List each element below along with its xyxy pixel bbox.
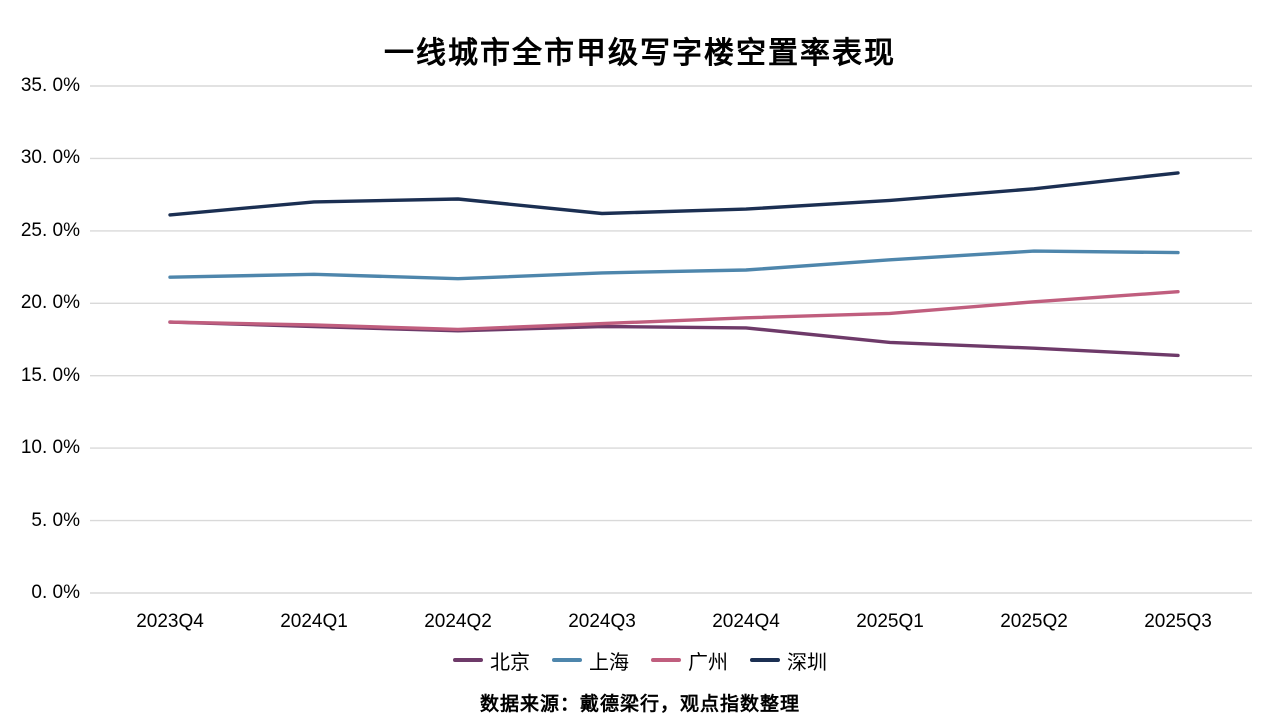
y-tick-label: 5. 0% bbox=[31, 509, 80, 531]
x-tick-label: 2025Q1 bbox=[856, 611, 924, 632]
legend-item-上海: 上海 bbox=[552, 646, 629, 675]
y-tick-label: 0. 0% bbox=[31, 582, 80, 603]
y-tick-label: 20. 0% bbox=[20, 292, 80, 314]
legend-label: 深圳 bbox=[787, 651, 827, 674]
legend: 北京 上海 广州 深圳 bbox=[0, 646, 1280, 674]
legend-swatch-icon bbox=[750, 658, 780, 662]
x-tick-label: 2025Q2 bbox=[1000, 611, 1068, 632]
source-note: 数据来源：戴德梁行，观点指数整理 bbox=[479, 694, 800, 715]
legend-swatch-icon bbox=[453, 658, 483, 662]
legend-item-北京: 北京 bbox=[453, 646, 530, 675]
x-tick-label: 2024Q3 bbox=[568, 611, 636, 632]
legend-swatch-icon bbox=[552, 658, 582, 662]
x-tick-label: 2024Q2 bbox=[424, 611, 492, 632]
legend-label: 上海 bbox=[589, 651, 629, 674]
y-tick-label: 25. 0% bbox=[20, 219, 80, 241]
series-line-1 bbox=[168, 249, 1180, 281]
legend-label: 北京 bbox=[490, 651, 530, 674]
x-tick-label: 2025Q3 bbox=[1144, 611, 1212, 632]
series-line-2 bbox=[168, 290, 1180, 332]
x-tick-label: 2024Q4 bbox=[712, 611, 780, 632]
legend-swatch-icon bbox=[651, 658, 681, 662]
legend-item-广州: 广州 bbox=[651, 646, 728, 675]
y-tick-label: 15. 0% bbox=[20, 364, 80, 386]
y-tick-label: 35. 0% bbox=[20, 75, 80, 96]
legend-item-深圳: 深圳 bbox=[750, 646, 827, 675]
series-line-0 bbox=[168, 320, 1180, 358]
y-tick-label: 10. 0% bbox=[20, 437, 80, 459]
legend-label: 广州 bbox=[688, 651, 728, 674]
y-tick-label: 30. 0% bbox=[20, 147, 80, 169]
series-line-3 bbox=[168, 171, 1180, 217]
x-tick-label: 2024Q1 bbox=[280, 611, 348, 632]
x-tick-label: 2023Q4 bbox=[136, 611, 204, 632]
chart-title: 一线城市全市甲级写字楼空置率表现 bbox=[384, 37, 896, 70]
